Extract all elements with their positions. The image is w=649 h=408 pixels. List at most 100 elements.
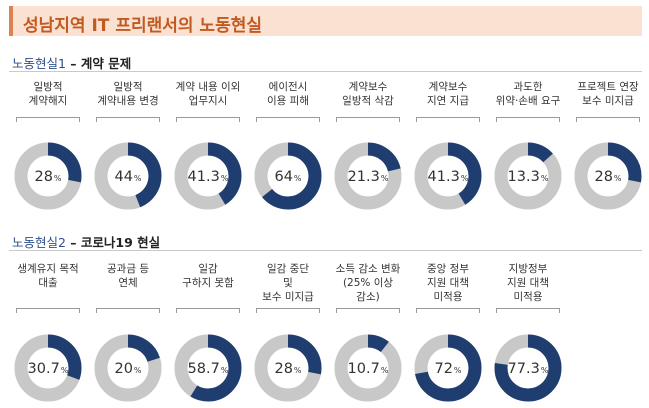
donut-chart: 28% — [14, 142, 82, 210]
value-unit: % — [294, 174, 302, 183]
category-label-line: 계약보수 — [428, 81, 468, 93]
donut-value-arc — [334, 142, 402, 210]
donut-value-arc — [14, 334, 82, 402]
value-number: 30.7 — [28, 361, 60, 377]
category-label: 생계유지 목적 대출 — [8, 262, 88, 290]
label-bracket — [496, 117, 560, 122]
donut-chart: 58.7% — [174, 334, 242, 402]
category-label-line: 일감 중단 — [267, 263, 309, 275]
donut-value-arc — [574, 142, 642, 210]
value-number: 21.3 — [348, 169, 380, 185]
category-label-line: 계약해지 — [28, 95, 68, 107]
donut-value-label: 41.3% — [188, 169, 229, 185]
donut-value-label: 30.7% — [28, 361, 69, 377]
category-label-line: 프로젝트 연장 — [577, 81, 639, 93]
section-divider — [9, 250, 642, 251]
value-unit: % — [381, 174, 389, 183]
donut-value-label: 13.3% — [508, 169, 549, 185]
donut-chart: 20% — [94, 334, 162, 402]
label-bracket — [16, 117, 80, 122]
donut-value-label: 44% — [114, 169, 141, 185]
label-bracket — [496, 308, 560, 313]
section-dash: – — [65, 235, 81, 250]
section-name: 코로나19 현실 — [80, 235, 161, 250]
value-unit: % — [461, 174, 469, 183]
category-label: 일감 중단 및 보수 미지급 — [248, 262, 328, 304]
donut-value-arc — [94, 334, 162, 402]
value-number: 28 — [34, 169, 52, 185]
donut-chart: 77.3% — [494, 334, 562, 402]
category-label-line: 일방적 — [113, 81, 143, 93]
category-label-line: 업무지시 — [188, 95, 228, 107]
label-bracket — [16, 308, 80, 313]
category-label: 과도한 위약·손배 요구 — [488, 80, 568, 108]
value-unit: % — [221, 174, 229, 183]
value-unit: % — [294, 366, 302, 375]
donut-chart: 41.3% — [414, 142, 482, 210]
category-label-line: 계약보수 — [348, 81, 388, 93]
donut-value-arc — [334, 334, 402, 402]
category-label-line: 일방적 — [33, 81, 63, 93]
donut-value-label: 41.3% — [428, 169, 469, 185]
donut-chart: 72% — [414, 334, 482, 402]
category-label-line: 지원 대책 — [427, 277, 469, 289]
category-label-line: 계약 내용 이외 — [175, 81, 241, 93]
donut-value-arc — [174, 334, 242, 402]
category-label-line: 지방정부 — [508, 263, 548, 275]
category-label-line: 공과금 등 — [107, 263, 149, 275]
value-number: 28 — [274, 361, 292, 377]
category-label-line: 일방적 삭감 — [342, 95, 394, 107]
category-label: 일감 구하지 못함 — [168, 262, 248, 290]
label-bracket — [256, 308, 320, 313]
category-label-line: 소득 감소 변화 — [335, 263, 401, 275]
category-label-line: 연체 — [118, 277, 138, 289]
value-number: 72 — [434, 361, 452, 377]
value-number: 77.3 — [508, 361, 540, 377]
category-label: 일방적 계약내용 변경 — [88, 80, 168, 108]
value-number: 44 — [114, 169, 132, 185]
donut-value-arc — [254, 142, 322, 210]
donut-value-arc — [174, 142, 242, 210]
label-bracket — [96, 117, 160, 122]
section-heading-covid: 노동현실2 – 코로나19 현실 — [12, 232, 160, 251]
donut-value-arc — [494, 142, 562, 210]
donut-chart: 44% — [94, 142, 162, 210]
value-unit: % — [381, 366, 389, 375]
value-number: 28 — [594, 169, 612, 185]
value-number: 41.3 — [188, 169, 220, 185]
category-label-line: 에이전시 — [268, 81, 308, 93]
category-label-line: 중앙 정부 — [427, 263, 469, 275]
donut-value-arc — [414, 142, 482, 210]
value-number: 64 — [274, 169, 292, 185]
label-bracket — [96, 308, 160, 313]
category-label-line: 이용 피해 — [267, 95, 309, 107]
donut-value-label: 20% — [114, 361, 141, 377]
label-bracket — [256, 117, 320, 122]
label-bracket — [416, 117, 480, 122]
category-label-line: 대출 — [38, 277, 58, 289]
donut-chart: 28% — [574, 142, 642, 210]
donut-value-label: 28% — [594, 169, 621, 185]
category-label-line: 지원 대책 — [507, 277, 549, 289]
category-label-line: 지연 지급 — [427, 95, 469, 107]
value-unit: % — [134, 366, 142, 375]
value-number: 58.7 — [188, 361, 220, 377]
category-label-line: 보수 미지급 — [582, 95, 634, 107]
donut-value-arc — [414, 334, 482, 402]
value-unit: % — [614, 174, 622, 183]
donut-value-arc — [94, 142, 162, 210]
donut-chart: 41.3% — [174, 142, 242, 210]
label-bracket — [336, 117, 400, 122]
donut-chart: 64% — [254, 142, 322, 210]
value-unit: % — [541, 174, 549, 183]
label-bracket — [176, 308, 240, 313]
value-unit: % — [541, 366, 549, 375]
category-label-line: 보수 미지급 — [262, 291, 314, 303]
donut-value-label: 10.7% — [348, 361, 389, 377]
